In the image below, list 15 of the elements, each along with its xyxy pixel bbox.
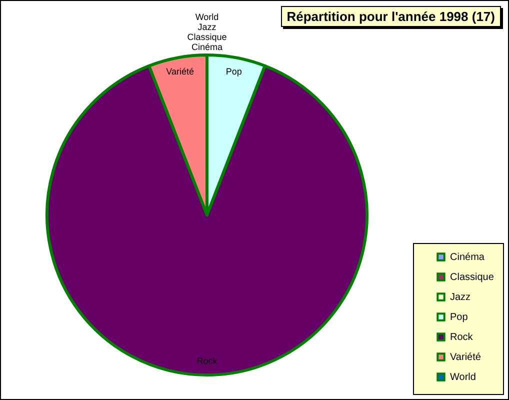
category-label: World [195,12,219,22]
legend-label: Variété [450,352,482,363]
legend-label: Pop [450,312,468,323]
legend-label: Rock [450,332,474,343]
legend-label: Classique [450,272,494,283]
legend-label: Cinéma [450,252,485,263]
slice-label: Rock [196,356,218,366]
category-label: Jazz [198,22,216,32]
category-label: Classique [187,32,227,42]
slice-label: Variété [166,66,194,76]
legend-label: World [450,372,476,383]
chart-title: Répartition pour l'année 1998 (17) [280,6,501,27]
legend-label: Jazz [450,292,471,303]
slice-label: Pop [226,66,242,76]
category-label: Cinéma [191,42,223,52]
